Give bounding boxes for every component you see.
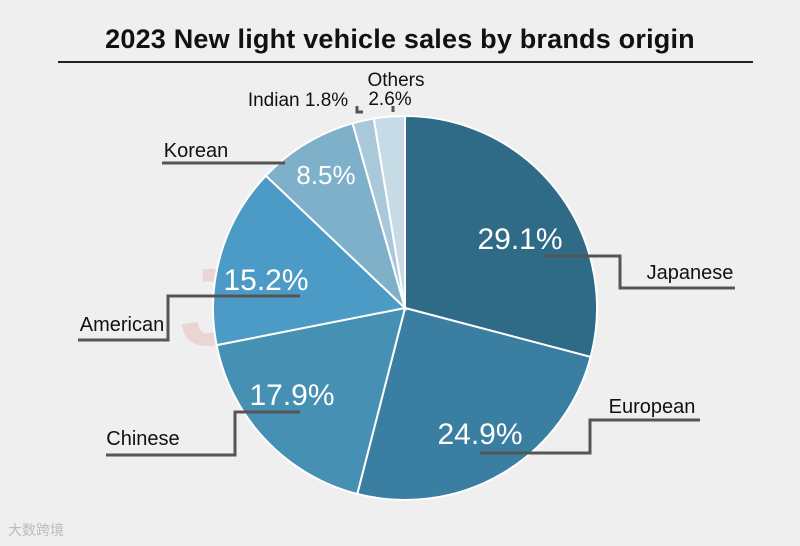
leader-line-european: [480, 418, 700, 455]
slice-name-european: European: [609, 396, 696, 418]
title-divider: [58, 61, 753, 63]
pie-slice-japanese: [404, 114, 598, 359]
slice-name-others: Others: [367, 70, 424, 91]
slice-value-american: 15.2%: [223, 264, 308, 297]
pie-slice-chinese: [215, 306, 407, 496]
slice-name-indian: Indian 1.8%: [248, 90, 348, 111]
pie-slice-american: [212, 174, 408, 347]
slice-name-american: American: [80, 314, 164, 336]
pie-slice-korean: [264, 122, 407, 312]
slice-value-korean: 8.5%: [296, 160, 355, 190]
slice-name-japanese: Japanese: [647, 262, 734, 284]
slice-value-japanese: 29.1%: [477, 223, 562, 256]
slice-labels: 29.1% Japanese 24.9% European 17.9% Chinese 15…: [80, 70, 734, 451]
chart-title: 2023 New light vehicle sales by brands o…: [105, 24, 695, 54]
leader-line-indian: [355, 106, 363, 114]
footer-watermark: 大数跨境: [8, 522, 64, 538]
pie-slice-others: [372, 114, 406, 309]
leader-line-japanese: [545, 254, 735, 290]
slice-name-chinese: Chinese: [106, 428, 179, 450]
slice-value-chinese: 17.9%: [249, 379, 334, 412]
leader-line-chinese: [106, 410, 300, 457]
slice-value-european: 24.9%: [437, 418, 522, 451]
leader-line-american: [78, 294, 300, 342]
pie-slices: [212, 114, 598, 501]
leader-lines: [78, 106, 735, 457]
slice-name-korean: Korean: [164, 140, 229, 162]
slice-value-others: 2.6%: [368, 89, 411, 110]
pie-slice-european: [356, 306, 592, 501]
